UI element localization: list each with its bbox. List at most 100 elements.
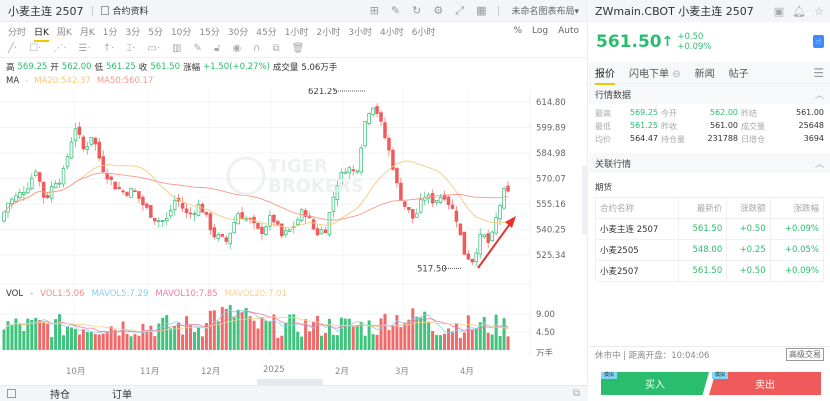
market-data-header[interactable]: 行情数据 ︿: [589, 84, 830, 104]
price-change: +0.50 +0.09%: [677, 32, 711, 52]
period-tab[interactable]: 10分: [170, 27, 192, 38]
indicator-tool-icon[interactable]: ▥: [172, 43, 182, 54]
period-tab[interactable]: 日K: [34, 25, 49, 42]
volume-axis-label: 9.00: [536, 310, 555, 320]
table-cell: 548.00: [678, 239, 728, 261]
change-percent: +0.09%: [677, 42, 712, 52]
rect-tool-icon[interactable]: ☐·: [29, 43, 42, 54]
period-tab[interactable]: 45分: [256, 27, 277, 38]
trash-icon[interactable]: 🗑︎: [291, 43, 305, 54]
period-tab[interactable]: 3分: [125, 27, 141, 38]
arrow-tool-icon[interactable]: ↑·: [102, 43, 115, 54]
tab-flash-order[interactable]: 闪电下单 ⊖: [629, 65, 681, 80]
period-tab[interactable]: 3小时: [348, 27, 372, 38]
y-axis-label: 584.98: [536, 149, 566, 159]
ma20-value: MA20:542.37: [34, 76, 91, 86]
scale-option[interactable]: Auto: [558, 26, 579, 36]
table-row[interactable]: 小麦主连 2507 561.50 +0.50 +0.09%: [594, 218, 825, 240]
more-circle-icon[interactable]: ⊖: [672, 69, 681, 80]
period-tab[interactable]: 6小时: [411, 27, 436, 38]
draw-icon[interactable]: ✎: [390, 4, 401, 17]
chart-topbar: 小麦主连 2507 合约资料 ⊞ ✎ ↻ ⚙ ⤢ ▦ 未命名图表布局▾: [0, 0, 587, 22]
measure-tool-icon[interactable]: ⌶·: [126, 43, 136, 54]
period-tab[interactable]: 30分: [227, 27, 249, 38]
mavol10-value: MAVOL10:7.85: [155, 289, 218, 299]
period-tab[interactable]: 5分: [148, 27, 163, 38]
stat-value: 564.47: [630, 134, 658, 143]
period-tab[interactable]: 周K: [56, 27, 72, 38]
bell-icon[interactable]: 🔔︎: [792, 4, 807, 18]
scale-option[interactable]: %: [513, 26, 523, 36]
fib-tool-icon[interactable]: ☰·: [78, 43, 91, 54]
table-row[interactable]: 小麦2505 548.00 +0.25 +0.05%: [594, 239, 825, 261]
advanced-trade-button[interactable]: 高级交易: [786, 348, 824, 361]
ma-toggle[interactable]: -: [25, 76, 29, 86]
related-header[interactable]: 关联行情 ︿: [589, 153, 830, 173]
x-axis-label: 3月: [395, 367, 409, 377]
table-cell: 小麦2507: [594, 260, 680, 282]
tab-orders[interactable]: 订单: [112, 390, 132, 401]
period-tab[interactable]: 分时: [8, 27, 27, 38]
ma-name[interactable]: MA: [6, 76, 20, 86]
clone-icon[interactable]: ⧉: [272, 43, 280, 54]
star-icon[interactable]: ☆: [814, 4, 824, 18]
pattern-tool-icon[interactable]: ⋰·: [53, 43, 67, 54]
bottom-panel-toggle[interactable]: [257, 379, 323, 385]
period-tab[interactable]: 4小时: [379, 27, 404, 38]
lock-icon[interactable]: 🔓︎: [213, 43, 221, 54]
pen-icon[interactable]: ✎: [193, 43, 202, 54]
chevron-up-icon[interactable]: ︿: [814, 159, 824, 170]
table-row[interactable]: 小麦2507 561.50 +0.50 +0.09%: [594, 260, 825, 282]
copy-icon[interactable]: ⧉: [572, 388, 580, 399]
chevron-up-icon[interactable]: ︿: [814, 90, 824, 101]
period-tab[interactable]: 2小时: [316, 27, 341, 38]
table-cell: +0.50: [726, 218, 771, 240]
candlestick-chart[interactable]: 614.80 599.89 584.98 570.07 555.16 540.25 525.…: [0, 88, 588, 356]
settings-icon[interactable]: ⚙: [433, 4, 444, 17]
vol-name[interactable]: VOL: [6, 289, 24, 299]
refresh-icon[interactable]: ↻: [412, 4, 422, 17]
tab-posts[interactable]: 帖子: [728, 69, 749, 80]
stat-value: 569.25: [630, 108, 658, 117]
indicator-icon[interactable]: ⊞: [369, 4, 379, 17]
vol-toggle[interactable]: -: [30, 289, 34, 299]
table-cell: +0.05%: [769, 239, 825, 261]
period-tab[interactable]: 月K: [79, 27, 95, 38]
last-price: 561.50: [596, 32, 662, 52]
x-axis: 10月 11月 12月 2025 2月 3月 4月: [0, 365, 540, 377]
table-cell: 561.50: [678, 260, 728, 282]
tab-quote[interactable]: 报价: [595, 65, 615, 85]
fullscreen-icon[interactable]: ⤢: [455, 3, 465, 17]
line-tool-icon[interactable]: ╱·: [8, 43, 18, 54]
grid-layout-icon[interactable]: ▦: [476, 4, 487, 17]
buy-button[interactable]: 买入: [601, 372, 709, 395]
sell-button[interactable]: 卖出: [709, 372, 821, 395]
period-tab[interactable]: 1分: [102, 27, 118, 38]
market-status: 休市中 | 距离开盘：10:04:06: [595, 350, 710, 361]
period-tab[interactable]: 15分: [199, 27, 220, 38]
panel-collapse-handle[interactable]: [582, 165, 588, 235]
contract-info-link[interactable]: 合约资料: [112, 7, 149, 17]
magnet-icon[interactable]: ∩: [253, 43, 261, 54]
volume-value: 5.06万手: [301, 63, 338, 73]
symbol-title: ZWmain.CBOT 小麦主连 2507: [595, 5, 754, 18]
eye-icon[interactable]: ◉: [232, 43, 242, 54]
volume-label: 成交量: [272, 63, 299, 73]
text-tool-icon[interactable]: ▭·: [147, 43, 161, 54]
hand-icon[interactable]: ☝: [813, 35, 824, 48]
table-cell: 561.50: [678, 218, 728, 240]
tab-positions[interactable]: 持仓: [50, 390, 70, 401]
x-axis-label: 4月: [460, 367, 474, 377]
tab-news[interactable]: 新闻: [694, 69, 715, 80]
stat-value: 561.00: [796, 108, 824, 117]
menu-icon[interactable]: ☰: [813, 65, 824, 80]
market-status-bar: 休市中 | 距离开盘：10:04:06 高级交易: [589, 346, 830, 362]
y-axis-label: 599.89: [536, 124, 566, 134]
chart-panel: 小麦主连 2507 合约资料 ⊞ ✎ ↻ ⚙ ⤢ ▦ 未命名图表布局▾ 分时 日K…: [0, 0, 588, 401]
layout-dropdown[interactable]: 未命名图表布局▾: [511, 7, 579, 17]
scale-option[interactable]: Log: [532, 26, 549, 36]
bookmark-icon[interactable]: ▣: [773, 4, 785, 18]
period-tab[interactable]: 1小时: [284, 27, 309, 38]
panel-icon[interactable]: [7, 389, 16, 398]
document-icon: [100, 6, 109, 15]
